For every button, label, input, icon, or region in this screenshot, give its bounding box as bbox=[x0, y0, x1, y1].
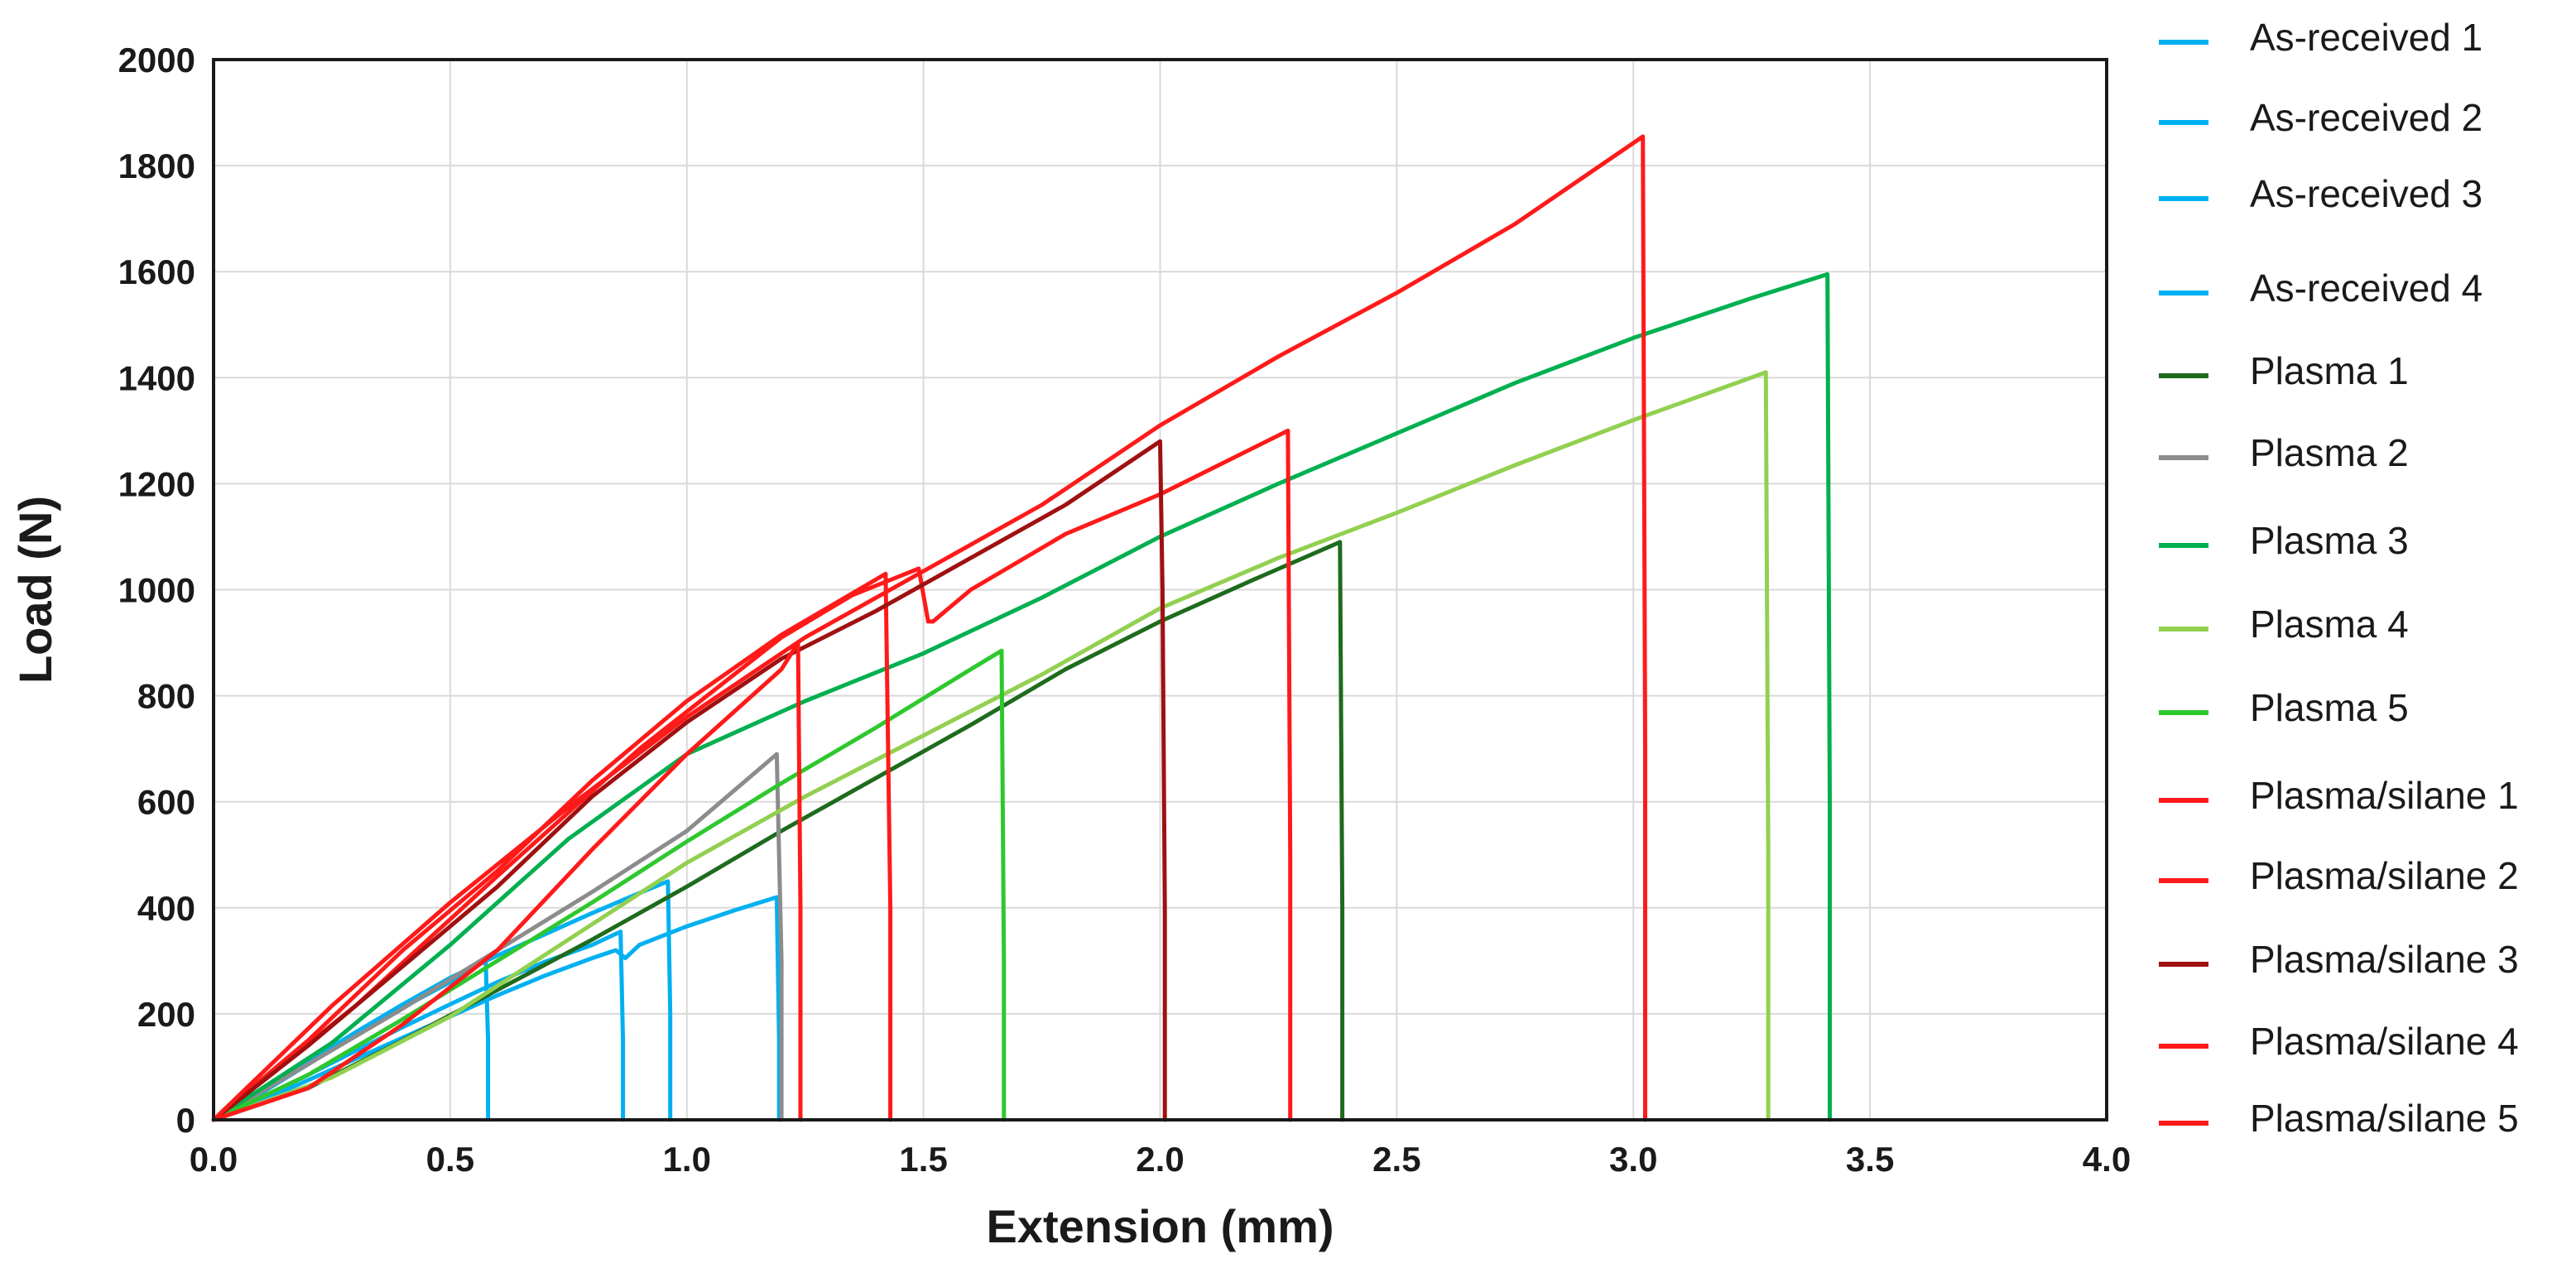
x-tick-labels: 0.0 0.5 1.0 1.5 2.0 2.5 3.0 3.5 4.0 bbox=[190, 1140, 2131, 1179]
legend-label: As-received 4 bbox=[2250, 267, 2482, 310]
series-line-9 bbox=[211, 648, 1007, 1122]
y-tick-label: 1400 bbox=[118, 358, 195, 397]
series-line-8 bbox=[211, 370, 1771, 1122]
series-line-6 bbox=[211, 752, 784, 1122]
legend-label: Plasma 4 bbox=[2250, 603, 2409, 646]
series-line-12 bbox=[211, 439, 1167, 1122]
legend-label: Plasma 3 bbox=[2250, 519, 2409, 562]
legend-label: Plasma/silane 4 bbox=[2250, 1020, 2519, 1063]
y-tick-label: 1800 bbox=[118, 146, 195, 185]
y-tick-label: 800 bbox=[137, 677, 195, 716]
series-lines bbox=[211, 134, 1832, 1122]
y-tick-label: 200 bbox=[137, 995, 195, 1034]
x-tick-label: 4.0 bbox=[2083, 1140, 2131, 1179]
legend-label: Plasma 2 bbox=[2250, 431, 2409, 474]
series-line-10 bbox=[211, 571, 893, 1122]
series-line-13 bbox=[211, 641, 803, 1122]
y-tick-label: 1200 bbox=[118, 464, 195, 503]
series-line-4 bbox=[211, 895, 781, 1122]
legend-label: Plasma/silane 5 bbox=[2250, 1097, 2519, 1140]
legend-label: As-received 3 bbox=[2250, 172, 2482, 215]
legend-label: Plasma/silane 1 bbox=[2250, 774, 2519, 817]
x-tick-label: 3.5 bbox=[1846, 1140, 1894, 1179]
x-tick-label: 1.5 bbox=[899, 1140, 947, 1179]
legend-label: As-received 2 bbox=[2250, 96, 2482, 139]
y-tick-label: 600 bbox=[137, 783, 195, 822]
x-tick-label: 2.5 bbox=[1372, 1140, 1420, 1179]
x-tick-label: 2.0 bbox=[1136, 1140, 1184, 1179]
x-axis-title: Extension (mm) bbox=[986, 1200, 1334, 1252]
legend-label: Plasma 1 bbox=[2250, 349, 2409, 392]
legend-label: Plasma/silane 2 bbox=[2250, 854, 2519, 897]
series-line-14 bbox=[211, 134, 1647, 1122]
y-axis-title: Load (N) bbox=[9, 496, 61, 684]
legend-label: As-received 1 bbox=[2250, 16, 2482, 59]
plot-frame bbox=[212, 58, 2108, 1122]
grid bbox=[213, 59, 2107, 1121]
legend-label: Plasma 5 bbox=[2250, 686, 2409, 729]
x-tick-label: 1.0 bbox=[663, 1140, 711, 1179]
y-tick-label: 2000 bbox=[118, 41, 195, 79]
x-tick-label: 3.0 bbox=[1609, 1140, 1657, 1179]
series-line-11 bbox=[211, 428, 1293, 1122]
x-tick-label: 0.5 bbox=[426, 1140, 474, 1179]
y-tick-label: 0 bbox=[176, 1101, 195, 1140]
y-tick-label: 1600 bbox=[118, 252, 195, 291]
y-tick-label: 1000 bbox=[118, 571, 195, 610]
y-tick-labels: 0 200 400 600 800 1000 1200 1400 1600 1800 2000 bbox=[118, 41, 195, 1140]
series-line-3 bbox=[211, 879, 673, 1122]
x-tick-label: 0.0 bbox=[190, 1140, 238, 1179]
legend: As-received 1 As-received 2 As-received 3 A… bbox=[2159, 16, 2519, 1140]
y-tick-label: 400 bbox=[137, 889, 195, 928]
legend-label: Plasma/silane 3 bbox=[2250, 938, 2519, 981]
